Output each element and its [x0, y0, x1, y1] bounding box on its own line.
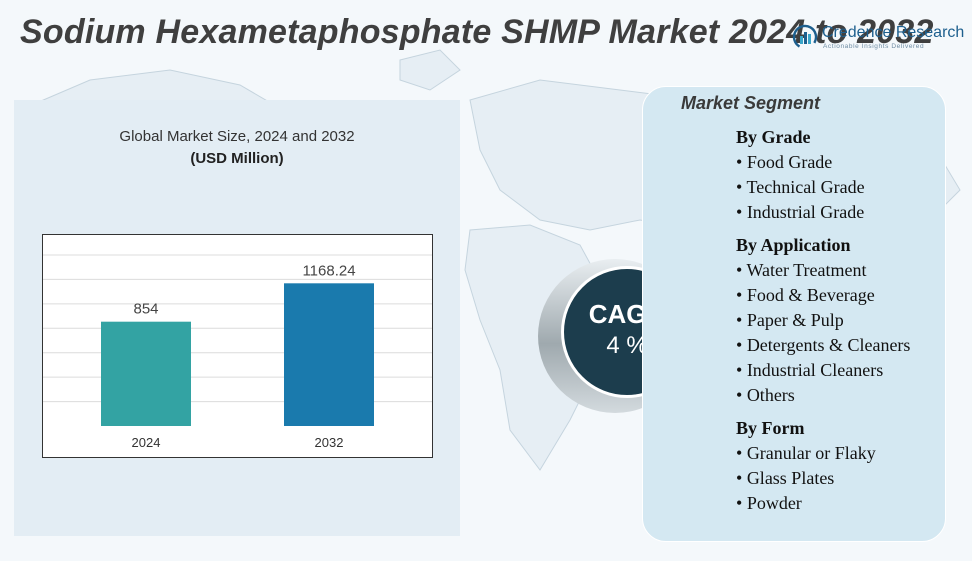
cagr-value: 4 %	[606, 332, 648, 359]
bullet-icon: •	[736, 335, 747, 355]
x-tick-label: 2024	[132, 435, 161, 450]
segment-item-label: Water Treatment	[746, 260, 867, 280]
segment-list: By Grade • Food Grade • Technical Grade • I…	[736, 125, 946, 516]
bar-2032	[284, 283, 374, 426]
chart-panel: Global Market Size, 2024 and 2032 (USD M…	[14, 100, 460, 536]
bar-chart: 854 2024 1168.24 2032	[43, 254, 432, 450]
segment-list-item: • Industrial Cleaners	[736, 358, 946, 383]
segment-item-label: Technical Grade	[746, 177, 865, 197]
bullet-icon: •	[736, 493, 747, 513]
segment-item-label: Paper & Pulp	[746, 310, 844, 330]
plot-area: 854 2024 1168.24 2032	[42, 234, 433, 458]
segment-list-item: • Industrial Grade	[736, 200, 946, 225]
bullet-icon: •	[736, 177, 747, 197]
segment-item-label: Powder	[746, 493, 802, 513]
group-spacer	[736, 225, 946, 233]
group-spacer	[736, 408, 946, 416]
segment-heading: Market Segment	[681, 93, 821, 113]
bar-value-label: 1168.24	[302, 262, 355, 279]
segment-item-label: Detergents & Cleaners	[746, 335, 911, 355]
segment-item-label: Industrial Grade	[746, 202, 865, 222]
segment-list-item: • Food & Beverage	[736, 283, 946, 308]
chart-title: Global Market Size, 2024 and 2032	[119, 128, 355, 145]
segment-item-label: Food Grade	[746, 152, 833, 172]
market-segment-panel: Market Segment By Grade • Food Grade • Tec…	[642, 86, 946, 542]
segment-list-item: • Powder	[736, 491, 946, 516]
segment-list-item: • Technical Grade	[736, 175, 946, 200]
bar-value-label: 854	[133, 301, 158, 318]
bar-2024	[101, 321, 191, 426]
bullet-icon: •	[736, 468, 747, 488]
segment-list-item: • Water Treatment	[736, 258, 946, 283]
brand-logo: Credence Research Actionable Insights De…	[792, 22, 965, 56]
chart-unit: (USD Million)	[190, 150, 284, 167]
logo-name: Credence Research	[822, 24, 965, 41]
segment-list-item: • Food Grade	[736, 150, 946, 175]
logo-tagline: Actionable Insights Delivered	[823, 43, 925, 50]
segment-list-item: • Others	[736, 383, 946, 408]
segment-item-label: Food & Beverage	[746, 285, 875, 305]
segment-group-title: By Grade	[736, 127, 811, 147]
segment-item-label: Granular or Flaky	[746, 443, 876, 463]
segment-group-title: By Application	[736, 235, 851, 255]
x-tick-label: 2032	[315, 435, 344, 450]
segment-list-item: • Paper & Pulp	[736, 308, 946, 333]
bullet-icon: •	[736, 385, 747, 405]
bullet-icon: •	[736, 202, 747, 222]
bullet-icon: •	[736, 360, 747, 380]
segment-item-label: Others	[746, 385, 795, 405]
segment-item-label: Glass Plates	[746, 468, 835, 488]
segment-item-label: Industrial Cleaners	[746, 360, 884, 380]
bullet-icon: •	[736, 260, 747, 280]
segment-list-item: • Granular or Flaky	[736, 441, 946, 466]
bullet-icon: •	[736, 285, 747, 305]
bullet-icon: •	[736, 443, 747, 463]
page-title: Sodium Hexametaphosphate SHMP Market 202…	[20, 13, 934, 51]
bullet-icon: •	[736, 152, 747, 172]
credence-logo-icon	[792, 24, 818, 50]
bullet-icon: •	[736, 310, 747, 330]
segment-list-item: • Detergents & Cleaners	[736, 333, 946, 358]
segment-list-item: • Glass Plates	[736, 466, 946, 491]
segment-group-title: By Form	[736, 418, 805, 438]
